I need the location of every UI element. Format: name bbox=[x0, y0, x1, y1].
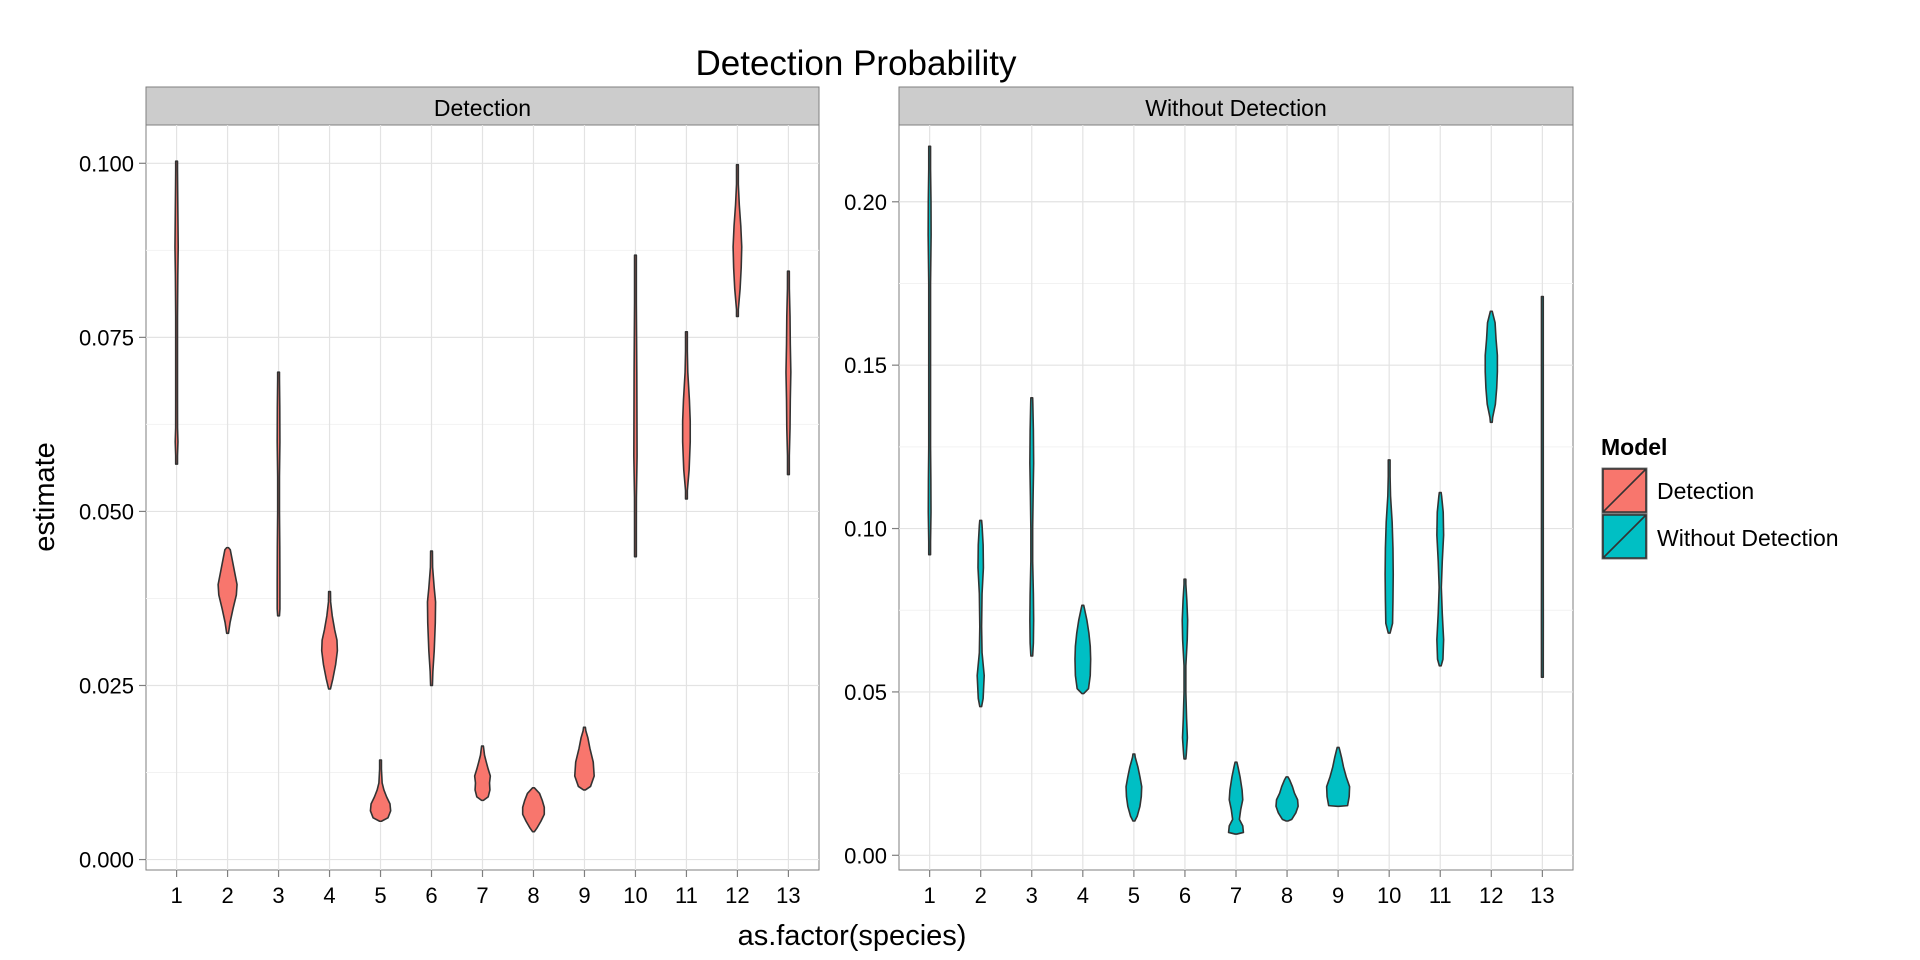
y-tick-label: 0.050 bbox=[79, 499, 134, 524]
x-tick-label: 12 bbox=[725, 883, 749, 908]
violin-species-8 bbox=[1275, 776, 1299, 822]
violin-species-5 bbox=[369, 759, 392, 823]
violin-species-3 bbox=[276, 371, 281, 617]
x-axis-detection: 1 2 3 4 5 6 7 8 9 10 11 12 13 bbox=[170, 870, 801, 908]
violins-without-detection bbox=[927, 145, 1545, 835]
y-tick-label: 0.025 bbox=[79, 673, 134, 698]
x-axis-title: as.factor(species) bbox=[738, 920, 967, 952]
y-axis-without-detection: 0.00 0.05 0.10 0.15 0.20 bbox=[844, 190, 899, 868]
x-tick-label: 9 bbox=[578, 883, 590, 908]
x-tick-label: 5 bbox=[374, 883, 386, 908]
violin-species-11 bbox=[1436, 491, 1445, 667]
x-tick-label: 3 bbox=[1026, 883, 1038, 908]
violin-species-6 bbox=[1181, 578, 1189, 760]
x-tick-label: 7 bbox=[476, 883, 488, 908]
panel-without-detection: Without Detection 0.00 0.05 0.10 0.15 0.20 1… bbox=[844, 86, 1574, 908]
violin-species-6 bbox=[426, 550, 437, 687]
panel-strip-label-without-detection: Without Detection bbox=[1145, 95, 1327, 121]
legend-entry-without-detection: Without Detection bbox=[1601, 513, 1839, 560]
violin-species-8 bbox=[521, 787, 546, 833]
x-tick-label: 5 bbox=[1128, 883, 1140, 908]
x-tick-label: 13 bbox=[1530, 883, 1554, 908]
y-tick-label: 0.10 bbox=[844, 517, 887, 542]
violin-species-4 bbox=[1074, 604, 1092, 695]
violin-species-12 bbox=[1484, 310, 1499, 424]
y-axis-title: estimate bbox=[29, 442, 61, 552]
violin-species-4 bbox=[320, 590, 339, 690]
violin-species-13 bbox=[1540, 295, 1545, 679]
x-tick-label: 2 bbox=[221, 883, 233, 908]
x-tick-label: 4 bbox=[1077, 883, 1089, 908]
violin-species-12 bbox=[732, 163, 743, 318]
legend-label-without-detection: Without Detection bbox=[1657, 525, 1839, 551]
panel-strip-detection bbox=[145, 86, 820, 126]
legend: Model Detection Without Detection bbox=[1601, 434, 1839, 560]
legend-label-detection: Detection bbox=[1657, 478, 1754, 504]
legend-title: Model bbox=[1601, 434, 1667, 460]
x-tick-label: 13 bbox=[776, 883, 800, 908]
x-tick-label: 8 bbox=[527, 883, 539, 908]
y-tick-label: 0.00 bbox=[844, 843, 887, 868]
x-tick-label: 11 bbox=[1429, 883, 1452, 908]
x-axis-without-detection: 1 2 3 4 5 6 7 8 9 10 11 12 13 bbox=[924, 870, 1555, 908]
legend-key-detection-glyph bbox=[1602, 468, 1647, 513]
x-tick-label: 1 bbox=[924, 883, 936, 908]
violin-species-9 bbox=[573, 726, 595, 791]
x-tick-label: 8 bbox=[1281, 883, 1293, 908]
x-tick-label: 2 bbox=[975, 883, 987, 908]
violin-species-1 bbox=[174, 160, 180, 465]
violin-species-3 bbox=[1029, 397, 1035, 657]
y-tick-label: 0.15 bbox=[844, 353, 887, 378]
x-tick-label: 12 bbox=[1479, 883, 1503, 908]
y-tick-label: 0.075 bbox=[79, 325, 134, 350]
violin-species-10 bbox=[633, 254, 638, 558]
violin-species-10 bbox=[1384, 459, 1395, 634]
legend-entry-detection: Detection bbox=[1601, 467, 1754, 514]
y-tick-label: 0.100 bbox=[79, 151, 134, 176]
x-tick-label: 4 bbox=[323, 883, 335, 908]
y-tick-label: 0.000 bbox=[79, 848, 134, 873]
violin-species-11 bbox=[681, 330, 692, 500]
x-tick-label: 7 bbox=[1230, 883, 1242, 908]
violin-species-2 bbox=[976, 519, 986, 708]
y-tick-label: 0.05 bbox=[844, 680, 887, 705]
y-tick-label: 0.20 bbox=[844, 190, 887, 215]
panel-strip-label-detection: Detection bbox=[434, 95, 531, 121]
violins-detection bbox=[174, 160, 792, 833]
chart-title: Detection Probability bbox=[696, 44, 1017, 83]
violin-species-5 bbox=[1125, 753, 1143, 822]
x-tick-label: 6 bbox=[425, 883, 437, 908]
x-tick-label: 3 bbox=[272, 883, 284, 908]
violin-species-9 bbox=[1325, 746, 1351, 808]
x-tick-label: 1 bbox=[170, 883, 182, 908]
violin-species-7 bbox=[1227, 761, 1245, 835]
violin-species-13 bbox=[785, 270, 792, 476]
y-axis-detection: 0.000 0.025 0.050 0.075 0.100 bbox=[79, 151, 146, 873]
x-tick-label: 10 bbox=[623, 883, 647, 908]
x-tick-label: 9 bbox=[1332, 883, 1344, 908]
legend-key-without-detection-glyph bbox=[1602, 514, 1647, 559]
x-tick-label: 6 bbox=[1179, 883, 1191, 908]
x-tick-label: 11 bbox=[675, 883, 698, 908]
panel-strip-without-detection bbox=[898, 86, 1574, 126]
violin-species-2 bbox=[217, 546, 238, 635]
violin-species-7 bbox=[473, 745, 492, 802]
gridlines-detection bbox=[146, 125, 819, 870]
violin-species-1 bbox=[927, 145, 932, 556]
x-tick-label: 10 bbox=[1377, 883, 1401, 908]
